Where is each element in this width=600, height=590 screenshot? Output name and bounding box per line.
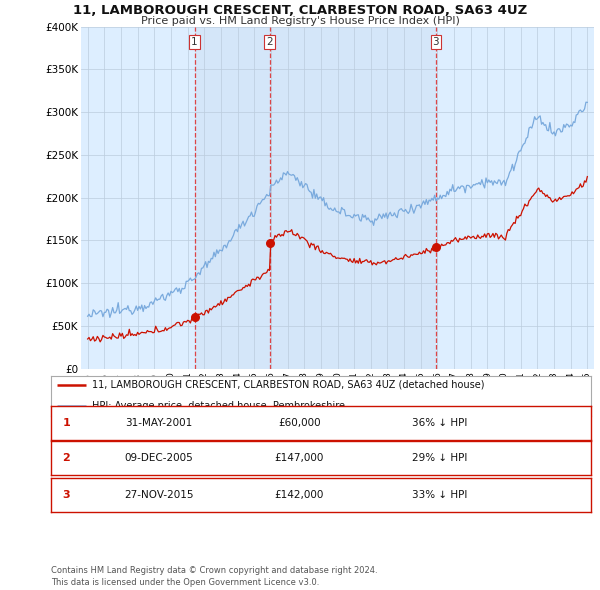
- Text: 36% ↓ HPI: 36% ↓ HPI: [412, 418, 467, 428]
- Text: 09-DEC-2005: 09-DEC-2005: [125, 453, 193, 463]
- Text: £147,000: £147,000: [275, 453, 324, 463]
- Bar: [270, 27, 436, 369]
- Text: 11, LAMBOROUGH CRESCENT, CLARBESTON ROAD, SA63 4UZ (detached house): 11, LAMBOROUGH CRESCENT, CLARBESTON ROAD…: [91, 379, 484, 389]
- Bar: [194, 27, 270, 369]
- Text: 2: 2: [62, 453, 70, 463]
- Point: [265, 238, 275, 248]
- Text: 31-MAY-2001: 31-MAY-2001: [125, 418, 193, 428]
- Text: 33% ↓ HPI: 33% ↓ HPI: [412, 490, 467, 500]
- Point: [431, 242, 441, 252]
- Text: 2: 2: [266, 37, 273, 47]
- Text: 27-NOV-2015: 27-NOV-2015: [124, 490, 194, 500]
- Text: HPI: Average price, detached house, Pembrokeshire: HPI: Average price, detached house, Pemb…: [91, 401, 344, 411]
- Text: £60,000: £60,000: [278, 418, 321, 428]
- Point: [190, 313, 199, 322]
- Text: 3: 3: [62, 490, 70, 500]
- Text: Price paid vs. HM Land Registry's House Price Index (HPI): Price paid vs. HM Land Registry's House …: [140, 16, 460, 26]
- Text: 1: 1: [191, 37, 198, 47]
- Text: 3: 3: [433, 37, 439, 47]
- Text: 11, LAMBOROUGH CRESCENT, CLARBESTON ROAD, SA63 4UZ: 11, LAMBOROUGH CRESCENT, CLARBESTON ROAD…: [73, 4, 527, 17]
- Text: 1: 1: [62, 418, 70, 428]
- Text: 29% ↓ HPI: 29% ↓ HPI: [412, 453, 467, 463]
- Text: Contains HM Land Registry data © Crown copyright and database right 2024.
This d: Contains HM Land Registry data © Crown c…: [51, 566, 377, 587]
- Text: £142,000: £142,000: [275, 490, 324, 500]
